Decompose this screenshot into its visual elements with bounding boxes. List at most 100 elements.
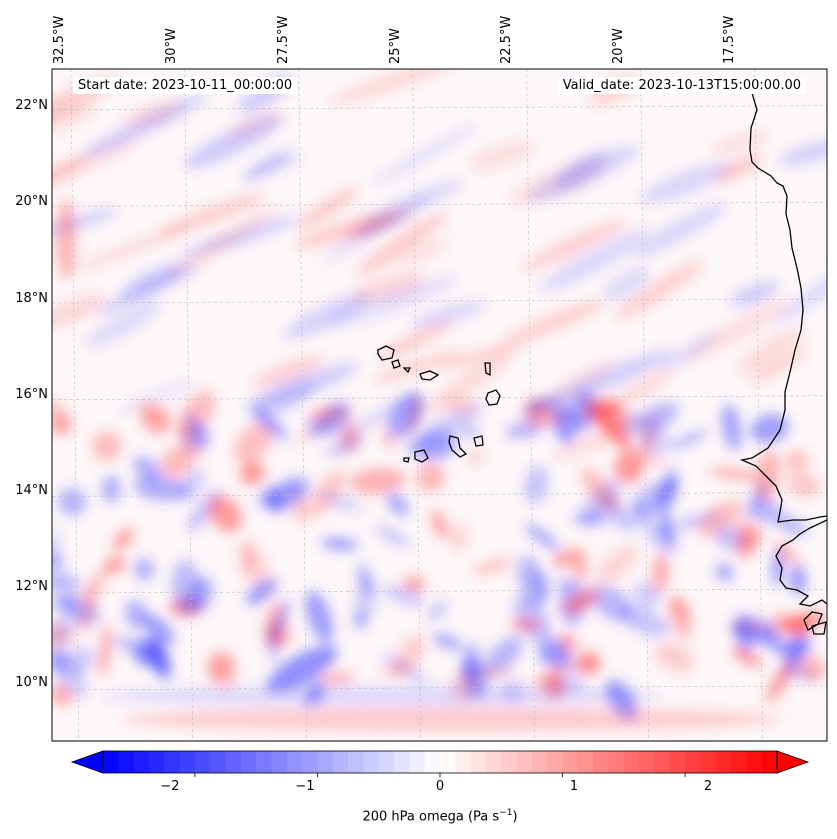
colorbar-title: 200 hPa omega (Pa s−1) [0,808,837,824]
field-blob-11 [411,301,485,328]
colorbar-band-13 [302,751,319,773]
field-blob-162 [104,555,127,573]
colorbar-band-17 [363,751,380,773]
field-blob-253 [186,413,208,447]
field-blob-227 [618,606,670,637]
field-blob-24 [165,206,278,280]
field-blob-219 [317,491,362,511]
field-blob-145 [318,670,356,686]
field-blob-7 [85,301,162,348]
start-date-label: Start date: 2023-10-11_00:00:00 [73,77,298,94]
lat-label-12n: 12°N [15,579,48,594]
gridline-lon-0 [70,69,80,741]
colorbar-band-32 [593,751,610,773]
colorbar-band-26 [501,751,518,773]
field-blob-206 [563,588,599,614]
field-blob-254 [52,573,81,592]
field-blob-155 [432,633,462,651]
cb-tick-label-2: 2 [703,779,713,794]
field-blob-228 [714,526,744,551]
gridline-lon-6 [754,69,763,741]
field-blob-132 [517,555,547,609]
gridline-lon-5 [640,69,649,741]
lat-label-22n: 22°N [15,98,48,113]
field-blob-134 [98,623,112,677]
omega-field [52,69,827,731]
field-blob-261 [122,707,782,731]
colorbar-band-3 [148,751,165,773]
field-blob-244 [581,468,619,512]
field-blob-222 [632,501,652,526]
field-blob-205 [638,420,671,456]
field-blob-116 [773,514,808,537]
field-blob-259 [766,659,794,703]
field-blob-46 [546,349,676,404]
field-blob-140 [416,463,445,492]
island-sal [484,362,491,377]
field-blob-61 [372,350,462,384]
colorbar-band-42 [746,751,763,773]
field-blob-51 [229,110,283,140]
field-blob-65 [252,381,315,420]
colorbar-band-28 [531,751,548,773]
field-blob-157 [715,562,734,582]
field-blob-171 [787,473,821,497]
field-blob-247 [52,601,82,649]
field-blob-159 [659,511,675,545]
field-blob-18 [502,300,605,345]
field-blob-41 [437,343,523,369]
field-blob-169 [472,558,514,575]
field-blob-128 [350,467,406,494]
field-blob-189 [125,599,148,629]
coastlines [377,92,827,635]
field-blob-174 [388,392,424,439]
colorbar-band-31 [577,751,594,773]
colorbar-band-4 [164,751,181,773]
colorbar-band-0 [103,751,119,773]
field-blob-234 [669,429,709,450]
field-blob-256 [614,452,644,484]
colorbar-band-30 [562,751,579,773]
field-blob-66 [157,193,266,236]
field-blob-188 [134,558,154,581]
field-blob-160 [750,414,789,444]
gridline-lon-4 [526,69,535,741]
colorbar-band-7 [210,751,227,773]
field-blob-239 [431,509,448,539]
field-blob-30 [713,154,763,183]
field-blob-10 [425,351,513,414]
field-blob-211 [142,613,175,646]
lon-label-30w: 30°W [164,28,179,64]
field-blob-231 [386,491,409,517]
field-blob-164 [461,425,480,438]
field-blob-49 [326,276,458,327]
field-blob-158 [789,564,807,596]
field-blob-6 [640,162,733,204]
gridline-lon-2 [298,69,308,741]
field-blob-20 [296,187,359,229]
colorbar-band-5 [179,751,196,773]
field-blob-218 [797,655,826,682]
lon-label-32-5w: 32.5°W [52,15,67,64]
field-blob-181 [376,524,410,548]
field-blob-39 [52,138,141,187]
field-blob-243 [133,637,163,667]
colorbar-band-14 [317,751,334,773]
field-blob-257 [633,581,661,610]
field-blob-201 [207,665,238,690]
field-blob-111 [136,399,157,420]
field-blob-225 [133,475,189,501]
colorbar-band-40 [715,751,732,773]
lon-label-27-5w: 27.5°W [276,15,291,64]
colorbar-band-19 [394,751,410,773]
field-blob-127 [709,467,760,481]
colorbar-band-39 [700,751,717,773]
field-blob-252 [262,599,284,649]
lon-label-20w: 20°W [611,28,626,64]
field-blob-59 [356,212,447,276]
cb-tick-label-minus1: −1 [295,779,315,794]
field-blob-103 [573,558,589,581]
colorbar [70,750,810,777]
field-blob-63 [96,263,200,315]
field-blob-233 [252,406,288,440]
